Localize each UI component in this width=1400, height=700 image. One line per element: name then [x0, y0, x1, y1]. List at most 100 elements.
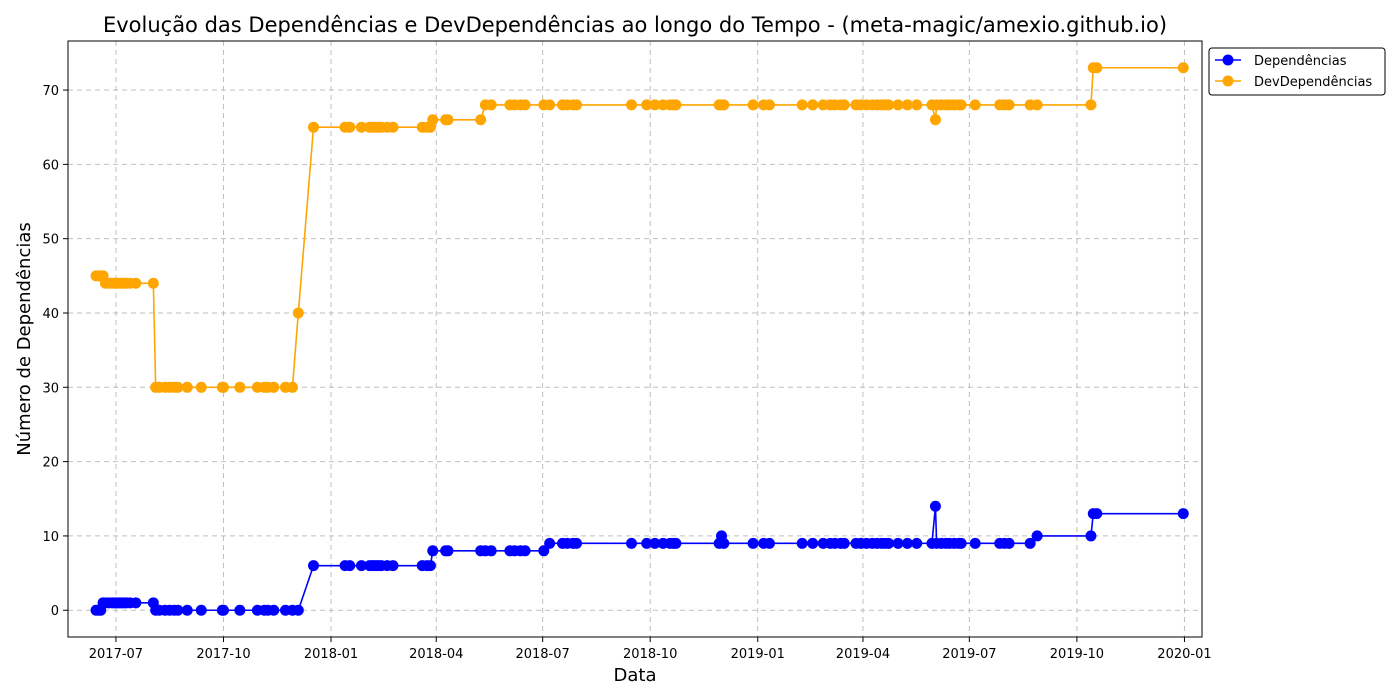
data-point-dependencias	[747, 537, 759, 549]
data-point-dependencias	[892, 537, 904, 549]
data-point-devdependencias	[427, 114, 439, 126]
data-point-dependencias	[625, 537, 637, 549]
data-point-devdependencias	[969, 99, 981, 111]
data-point-devdependencias	[955, 99, 967, 111]
data-point-dependencias	[130, 597, 142, 609]
y-tick-label: 20	[42, 456, 59, 471]
data-point-devdependencias	[796, 99, 808, 111]
data-point-dependencias	[883, 537, 895, 549]
data-point-devdependencias	[544, 99, 556, 111]
data-point-devdependencias	[195, 381, 207, 393]
data-point-dependencias	[344, 560, 356, 572]
data-point-devdependencias	[1085, 99, 1097, 111]
data-point-devdependencias	[344, 121, 356, 133]
legend-label-devdependencias: DevDependências	[1254, 75, 1372, 90]
x-axis-label: Data	[614, 665, 657, 686]
data-point-devdependencias	[268, 381, 280, 393]
y-axis-label: Número de Dependências	[14, 222, 35, 456]
data-point-devdependencias	[625, 99, 637, 111]
data-point-dependencias	[538, 545, 550, 557]
data-point-devdependencias	[147, 277, 159, 289]
data-point-dependencias	[1177, 508, 1189, 520]
data-point-devdependencias	[217, 381, 229, 393]
data-point-dependencias	[670, 537, 682, 549]
data-point-dependencias	[911, 537, 923, 549]
legend: Dependências DevDependências	[1208, 47, 1386, 96]
plot-frame	[67, 40, 1203, 638]
data-point-dependencias	[427, 545, 439, 557]
data-point-dependencias	[485, 545, 497, 557]
x-tick-label: 2018-01	[304, 647, 358, 662]
grid-lines	[68, 41, 1202, 637]
plot-series	[90, 62, 1189, 616]
legend-marker-dependencias	[1222, 54, 1234, 66]
legend-label-dependencias: Dependências	[1254, 54, 1347, 69]
x-tick-label: 2019-07	[942, 647, 996, 662]
data-point-dependencias	[955, 537, 967, 549]
y-tick-label: 40	[42, 307, 59, 322]
data-point-dependencias	[217, 604, 229, 616]
data-point-devdependencias	[485, 99, 497, 111]
data-point-devdependencias	[670, 99, 682, 111]
data-point-devdependencias	[641, 99, 653, 111]
chart-title: Evolução das Dependências e DevDependênc…	[103, 13, 1167, 37]
data-point-devdependencias	[355, 121, 367, 133]
data-point-dependencias	[387, 560, 399, 572]
x-tick-label: 2018-07	[515, 647, 569, 662]
data-point-devdependencias	[838, 99, 850, 111]
data-point-devdependencias	[172, 381, 184, 393]
data-point-dependencias	[649, 537, 661, 549]
data-point-devdependencias	[929, 114, 941, 126]
data-point-dependencias	[1085, 530, 1097, 542]
data-point-dependencias	[519, 545, 531, 557]
x-tick-label: 2018-10	[623, 647, 677, 662]
data-point-devdependencias	[1091, 62, 1103, 74]
data-point-dependencias	[969, 537, 981, 549]
data-point-devdependencias	[442, 114, 454, 126]
data-point-devdependencias	[308, 121, 320, 133]
legend-box	[1208, 47, 1386, 96]
y-tick-label: 10	[42, 530, 59, 545]
data-point-dependencias	[181, 604, 193, 616]
data-point-devdependencias	[292, 307, 304, 319]
data-point-devdependencias	[649, 99, 661, 111]
data-point-dependencias	[571, 537, 583, 549]
data-point-dependencias	[807, 537, 819, 549]
x-axis: 2017-07 2017-10 2018-01 2018-04 2018-07 2018-…	[89, 637, 1212, 662]
data-point-devdependencias	[1177, 62, 1189, 74]
data-point-dependencias	[901, 537, 913, 549]
data-point-devdependencias	[747, 99, 759, 111]
data-point-devdependencias	[911, 99, 923, 111]
data-point-dependencias	[838, 537, 850, 549]
y-tick-label: 70	[42, 84, 59, 99]
data-point-dependencias	[442, 545, 454, 557]
data-point-dependencias	[355, 560, 367, 572]
y-tick-label: 50	[42, 233, 59, 248]
data-point-devdependencias	[130, 277, 142, 289]
y-tick-label: 60	[42, 158, 59, 173]
data-point-dependencias	[763, 537, 775, 549]
data-point-devdependencias	[181, 381, 193, 393]
data-point-devdependencias	[234, 381, 246, 393]
data-point-dependencias	[195, 604, 207, 616]
data-point-dependencias	[424, 560, 436, 572]
data-point-devdependencias	[286, 381, 298, 393]
data-point-devdependencias	[892, 99, 904, 111]
data-point-dependencias	[292, 604, 304, 616]
data-point-dependencias	[1024, 537, 1036, 549]
data-point-devdependencias	[519, 99, 531, 111]
data-point-dependencias	[544, 537, 556, 549]
data-point-devdependencias	[571, 99, 583, 111]
data-point-devdependencias	[1031, 99, 1043, 111]
y-tick-label: 30	[42, 381, 59, 396]
series-dependencias	[90, 500, 1189, 616]
data-point-dependencias	[1003, 537, 1015, 549]
data-point-dependencias	[234, 604, 246, 616]
data-point-dependencias	[796, 537, 808, 549]
y-axis: 0 10 20 30 40 50 60 70	[42, 84, 68, 619]
data-point-devdependencias	[718, 99, 730, 111]
data-point-devdependencias	[1003, 99, 1015, 111]
data-point-dependencias	[308, 560, 320, 572]
data-point-dependencias	[929, 500, 941, 512]
